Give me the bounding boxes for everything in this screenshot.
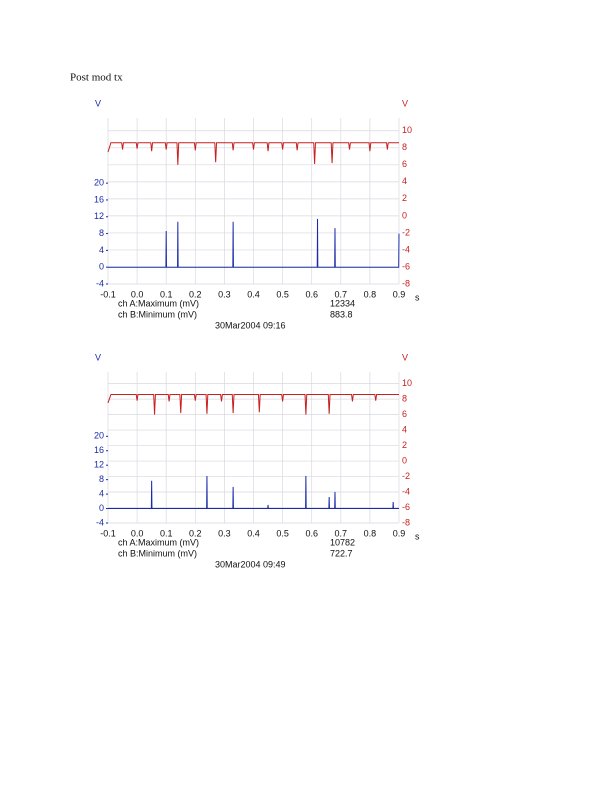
timestamp: 30Mar2004 09:16 (215, 320, 286, 330)
x-tick-label: -0.1 (100, 528, 116, 538)
x-axis-label: s (415, 531, 420, 541)
y2-tick-label: -8 (402, 517, 410, 527)
stat-value: 722.7 (330, 548, 353, 558)
y2-tick-label: 4 (402, 176, 407, 186)
y2-tick-label: -4 (402, 244, 410, 254)
y2-tick-label: 8 (402, 142, 407, 152)
y2-tick-label: 6 (402, 409, 407, 419)
y-tick-label: -4 (96, 517, 104, 527)
stat-value: 883.8 (330, 309, 353, 319)
x-tick-label: 0.2 (189, 289, 202, 299)
y2-tick-label: 2 (402, 193, 407, 203)
x-tick-label: 0.2 (189, 528, 202, 538)
page-title: Post mod tx (70, 72, 123, 84)
y2-tick-label: 6 (402, 159, 407, 169)
x-tick-label: 0.0 (131, 528, 144, 538)
stat-label: ch A:Maximum (mV) (118, 298, 199, 308)
y-tick-label: 0 (99, 262, 104, 272)
x-tick-label: 0.3 (218, 289, 231, 299)
x-tick-label: 0.5 (276, 289, 289, 299)
y2-tick-label: 8 (402, 393, 407, 403)
y-tick-label: 20 (94, 178, 104, 188)
y2-tick-label: -6 (402, 502, 410, 512)
series-line (108, 476, 399, 510)
timestamp: 30Mar2004 09:49 (215, 559, 286, 569)
stat-value: 10782 (330, 537, 355, 547)
x-tick-label: 0.9 (393, 289, 406, 299)
y2-tick-label: -8 (402, 278, 410, 288)
y2-tick-label: 0 (402, 455, 407, 465)
y2-tick-label: -4 (402, 486, 410, 496)
x-tick-label: 0.7 (335, 528, 348, 538)
x-tick-label: 0.3 (218, 528, 231, 538)
y2-tick-label: -2 (402, 471, 410, 481)
x-tick-label: 0.6 (305, 528, 318, 538)
y-tick-label: 8 (99, 228, 104, 238)
series-line (108, 218, 400, 268)
y2-axis-label: V (402, 352, 408, 362)
y-tick-label: 4 (99, 245, 104, 255)
y-tick-label: 12 (94, 211, 104, 221)
x-tick-label: 0.5 (276, 528, 289, 538)
x-axis-label: s (415, 292, 420, 302)
y-tick-label: 4 (99, 488, 104, 498)
y2-tick-label: 2 (402, 440, 407, 450)
x-tick-label: 0.1 (160, 289, 173, 299)
x-tick-label: 0.4 (247, 528, 260, 538)
y-tick-label: 8 (99, 474, 104, 484)
y-tick-label: -4 (96, 278, 104, 288)
y2-tick-label: -2 (402, 227, 410, 237)
stat-label: ch B:Minimum (mV) (118, 548, 197, 558)
y2-tick-label: 10 (402, 125, 412, 135)
y-axis-label: V (95, 352, 101, 362)
stat-label: ch B:Minimum (mV) (118, 309, 197, 319)
x-tick-label: 0.6 (305, 289, 318, 299)
x-tick-label: -0.1 (100, 289, 116, 299)
y-tick-label: 0 (99, 503, 104, 513)
series-line (107, 142, 399, 165)
y2-tick-label: -6 (402, 261, 410, 271)
x-tick-label: 0.0 (131, 289, 144, 299)
stat-value: 12334 (330, 298, 355, 308)
x-tick-label: 0.8 (364, 289, 377, 299)
y-tick-label: 12 (94, 460, 104, 470)
y2-tick-label: 4 (402, 424, 407, 434)
series-line (107, 393, 399, 415)
y2-axis-label: V (402, 98, 408, 108)
x-tick-label: 0.8 (364, 528, 377, 538)
y-axis-label: V (95, 98, 101, 108)
y-tick-label: 16 (94, 194, 104, 204)
y-tick-label: 20 (94, 431, 104, 441)
x-tick-label: 0.4 (247, 289, 260, 299)
y2-tick-label: 10 (402, 378, 412, 388)
x-tick-label: 0.1 (160, 528, 173, 538)
stat-label: ch A:Maximum (mV) (118, 537, 199, 547)
y2-tick-label: 0 (402, 210, 407, 220)
y-tick-label: 16 (94, 445, 104, 455)
x-tick-label: 0.7 (335, 289, 348, 299)
x-tick-label: 0.9 (393, 528, 406, 538)
